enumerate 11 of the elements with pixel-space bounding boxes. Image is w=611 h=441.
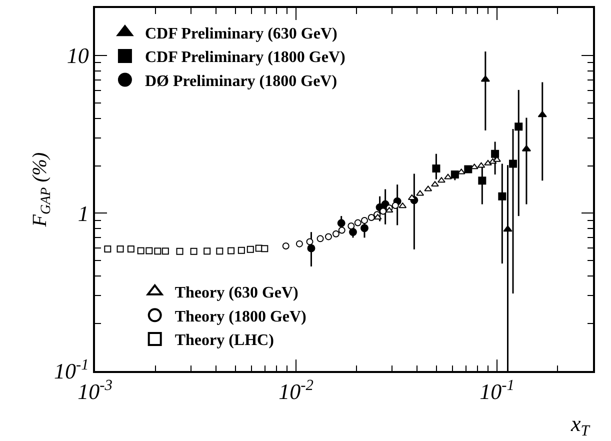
x-tick-label: 10$^{-2}$ [278, 376, 314, 404]
legend-label: CDF Preliminary (1800 GeV) [144, 49, 346, 66]
y-tick-label: 1 [78, 200, 89, 226]
legend-label: Theory (630 GeV) [174, 284, 298, 302]
x-axis-title: x$_{T}$ [570, 411, 591, 440]
legend-label: DØ Preliminary (1800 GeV) [144, 73, 338, 90]
legend-label: CDF Preliminary (630 GeV) [144, 25, 338, 42]
x-tick-label: 10$^{-1}$ [480, 376, 514, 404]
legend-label: Theory (LHC) [174, 332, 274, 350]
y-tick-label: 10 [66, 43, 89, 68]
legend-label: Theory (1800 GeV) [174, 308, 306, 326]
